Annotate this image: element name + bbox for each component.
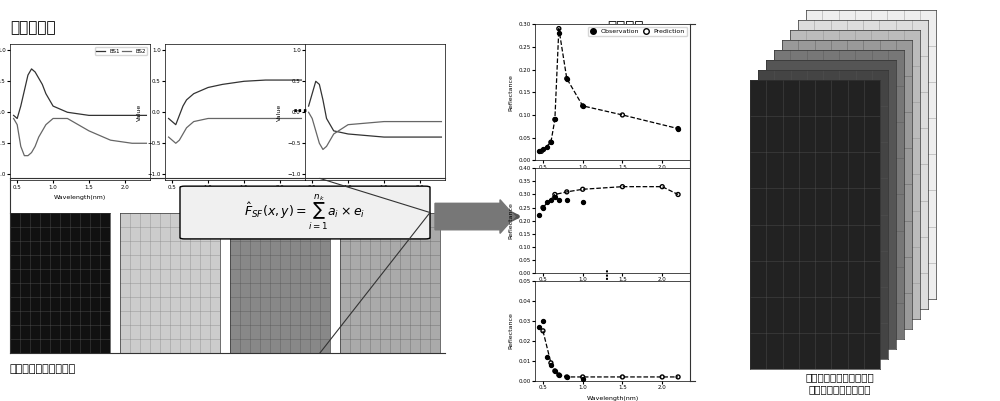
Text: 原始高空间分辨率图像: 原始高空间分辨率图像 bbox=[10, 364, 76, 374]
Point bbox=[543, 139, 559, 146]
Point bbox=[670, 191, 686, 198]
Point bbox=[559, 374, 575, 380]
Text: 光谱拟合: 光谱拟合 bbox=[607, 20, 643, 36]
Point bbox=[670, 126, 686, 132]
Point bbox=[539, 144, 555, 150]
Point bbox=[539, 354, 555, 360]
Point bbox=[670, 374, 686, 380]
Point bbox=[575, 376, 591, 382]
FancyArrow shape bbox=[435, 200, 515, 233]
Y-axis label: Reflectance: Reflectance bbox=[508, 74, 513, 111]
X-axis label: Wavelength(nm): Wavelength(nm) bbox=[586, 396, 639, 401]
X-axis label: Wavelength(nm): Wavelength(nm) bbox=[586, 288, 639, 292]
Point bbox=[670, 126, 686, 132]
Y-axis label: Reflectance: Reflectance bbox=[508, 202, 513, 239]
Point bbox=[614, 183, 630, 190]
Point bbox=[559, 188, 575, 195]
Text: $\hat{F}_{SF}(x,y)=\sum_{i=1}^{n_k}a_i\times e_i$: $\hat{F}_{SF}(x,y)=\sum_{i=1}^{n_k}a_i\t… bbox=[244, 193, 366, 232]
Point bbox=[575, 199, 591, 205]
Point bbox=[614, 112, 630, 118]
Point bbox=[535, 328, 551, 334]
Point bbox=[551, 30, 567, 36]
Point bbox=[575, 103, 591, 109]
Point bbox=[535, 204, 551, 211]
Point bbox=[543, 360, 559, 366]
Y-axis label: Value: Value bbox=[277, 103, 282, 121]
Point bbox=[575, 103, 591, 109]
Point bbox=[543, 196, 559, 203]
Point bbox=[547, 368, 563, 374]
Text: ...: ... bbox=[600, 266, 610, 279]
Point bbox=[543, 139, 559, 146]
Text: 融合后得到的高空间分辨
率且具有多波段的图像: 融合后得到的高空间分辨 率且具有多波段的图像 bbox=[806, 372, 874, 394]
Text: 光谱基向量: 光谱基向量 bbox=[10, 20, 56, 36]
Y-axis label: Reflectance: Reflectance bbox=[508, 312, 513, 349]
Point bbox=[535, 318, 551, 324]
Point bbox=[654, 374, 670, 380]
Text: ...: ... bbox=[292, 101, 308, 115]
Point bbox=[575, 374, 591, 380]
X-axis label: Wavelength(nm): Wavelength(nm) bbox=[209, 195, 261, 200]
Point bbox=[559, 196, 575, 203]
X-axis label: Wavelength(nm): Wavelength(nm) bbox=[349, 195, 401, 200]
Y-axis label: Value: Value bbox=[137, 103, 142, 121]
Point bbox=[531, 148, 547, 154]
Point bbox=[547, 368, 563, 374]
Point bbox=[547, 116, 563, 123]
Point bbox=[547, 194, 563, 200]
Point bbox=[543, 362, 559, 368]
Point bbox=[531, 324, 547, 330]
Point bbox=[535, 146, 551, 152]
Point bbox=[535, 204, 551, 211]
Point bbox=[559, 374, 575, 380]
Point bbox=[559, 75, 575, 82]
Point bbox=[551, 372, 567, 378]
X-axis label: Wavelength(nm): Wavelength(nm) bbox=[54, 195, 106, 200]
Point bbox=[547, 116, 563, 123]
X-axis label: Wavelength(nm): Wavelength(nm) bbox=[586, 175, 639, 180]
Legend: Observation, Prediction: Observation, Prediction bbox=[588, 27, 687, 36]
Point bbox=[533, 148, 549, 154]
Point bbox=[531, 212, 547, 219]
Point bbox=[575, 186, 591, 192]
Point bbox=[551, 25, 567, 32]
FancyBboxPatch shape bbox=[180, 186, 430, 239]
Point bbox=[559, 75, 575, 82]
Point bbox=[539, 199, 555, 205]
Point bbox=[547, 191, 563, 198]
Point bbox=[551, 372, 567, 378]
Legend: BS1, BS2: BS1, BS2 bbox=[95, 47, 147, 55]
Point bbox=[614, 374, 630, 380]
Point bbox=[654, 183, 670, 190]
Point bbox=[551, 196, 567, 203]
